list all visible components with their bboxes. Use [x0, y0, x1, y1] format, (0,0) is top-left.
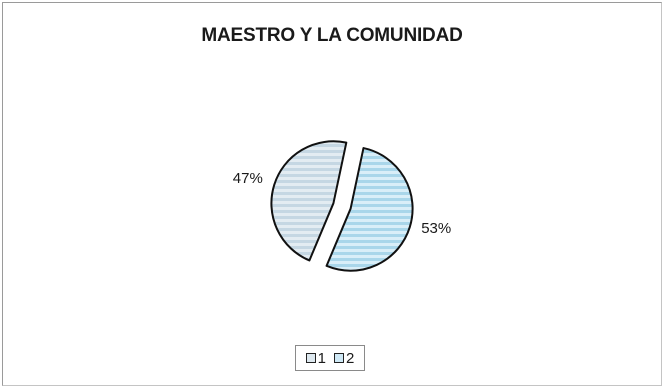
legend-entry-2: 2: [334, 350, 354, 367]
legend-swatch-2: [334, 353, 344, 363]
pie-slice-1: [270, 140, 348, 262]
data-label-2: 53%: [421, 220, 451, 237]
legend: 1 2: [295, 345, 365, 371]
legend-label-1: 1: [317, 349, 326, 367]
chart-title: MAESTRO Y LA COMUNIDAD: [201, 25, 463, 46]
legend-label-2: 2: [346, 349, 355, 367]
data-label-1: 47%: [233, 170, 263, 187]
pie-slice-2: [325, 147, 414, 272]
legend-swatch-1: [305, 353, 316, 363]
legend-entry-1: 1: [305, 349, 326, 367]
